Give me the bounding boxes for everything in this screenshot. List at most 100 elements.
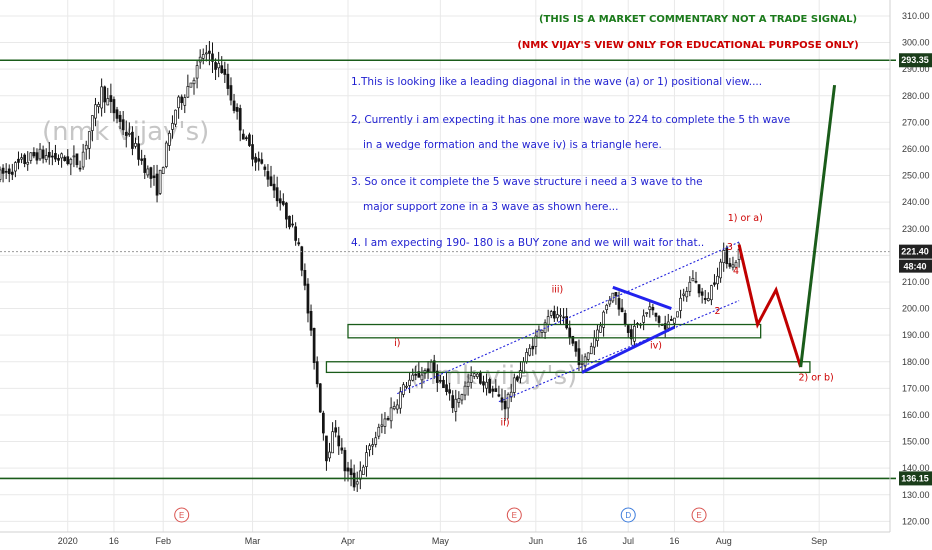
candle-body [315,361,319,385]
triangle-trendline[interactable] [581,325,676,374]
price-axis-tick-label: 180.00 [902,357,930,367]
candle-body [192,79,196,85]
price-axis-tick-label: 150.00 [902,437,930,447]
candle-body [84,144,88,150]
triangle-trendline[interactable] [612,285,672,310]
candle-body [121,119,125,131]
candle-body [371,444,374,447]
candle-body [710,285,713,301]
candle-body [386,418,390,420]
candle-body [491,388,495,392]
time-axis-tick-label: 16 [669,536,679,546]
candle-body [229,85,233,101]
time-axis-tick-label: Jul [622,536,634,546]
wedge-trendline[interactable] [498,300,740,403]
candle-body [171,123,174,130]
candle-body [4,170,8,173]
candle-body [124,131,128,136]
event-marker-icon[interactable] [691,507,707,523]
candle-body [322,412,325,434]
time-axis-tick-label: 16 [109,536,119,546]
support-zone-box[interactable] [347,323,762,339]
candle-body [312,327,316,363]
projection-path-corrective[interactable] [737,244,803,368]
wave-label-sub4: 4 [733,266,739,277]
price-axis-tick-label: 300.00 [902,38,930,48]
candle-body [168,132,171,146]
candle-body [189,82,193,88]
candle-body [383,418,387,427]
support-zone-box[interactable] [325,361,811,374]
event-marker-icon[interactable] [506,507,522,523]
candle-body [1,167,5,174]
candle-body [60,153,63,159]
candle-body [204,52,208,55]
event-marker-label: E [696,511,701,520]
support-price-tag: 136.15 [901,473,929,483]
price-axis-tick-label: 280.00 [902,91,930,101]
countdown-tag-box [899,259,932,273]
candle-body [568,327,572,338]
candle-body [472,373,476,377]
projection-path-impulse[interactable] [799,84,837,368]
candle-body [445,384,448,392]
time-axis-tick-label: 16 [577,536,587,546]
candle-body [72,155,76,158]
wave-label-top: 1) or a) [728,213,763,224]
candle-body [47,151,51,158]
candle-body [549,311,553,316]
candle-body [368,445,371,451]
candle-body [414,374,418,376]
candle-body [494,388,498,392]
candle-body [417,371,421,378]
candle-body [475,373,479,378]
candle-body [617,298,621,310]
candle-body [663,323,667,330]
candle-body [300,246,304,271]
candle-body [556,314,559,319]
candle-body [223,68,227,75]
candlestick-series [0,40,741,492]
candle-body [100,86,103,109]
candle-body [488,378,492,394]
candle-body [706,298,710,302]
candle-body [697,284,701,294]
price-axis-tick-label: 190.00 [902,330,930,340]
commentary-note-4: 3. So once it complete the 5 wave struct… [351,176,703,188]
price-axis-tick-label: 240.00 [902,197,930,207]
candle-body [596,329,599,342]
candle-body [608,299,612,305]
candle-body [57,158,60,161]
grid-lines [0,0,890,532]
candle-body [278,198,282,204]
candle-body [651,307,655,311]
candle-body [506,393,510,409]
candle-body [389,407,393,422]
candle-body [103,86,107,103]
candle-body [580,362,584,365]
commentary-note-2: 2, Currently i am expecting it has one m… [351,114,790,126]
candle-body [81,151,85,168]
event-marker-icon[interactable] [620,507,636,523]
candle-body [66,156,70,165]
candle-body [593,337,596,348]
candle-body [106,98,110,106]
candle-body [343,450,347,472]
candle-body [208,50,211,54]
candle-body [260,159,264,164]
price-axis-tick-label: 310.00 [902,11,930,21]
candle-body [685,291,689,298]
candle-body [186,86,190,98]
event-marker-label: E [179,511,184,520]
candle-body [349,468,353,475]
candle-body [10,171,14,175]
candle-body [41,149,45,159]
wave-label-iii: iii) [552,285,564,296]
candle-body [728,263,732,267]
candle-body [589,346,593,355]
event-marker-icon[interactable] [174,507,190,523]
candle-body [29,152,33,161]
candle-body [463,385,467,396]
candle-body [469,375,473,383]
